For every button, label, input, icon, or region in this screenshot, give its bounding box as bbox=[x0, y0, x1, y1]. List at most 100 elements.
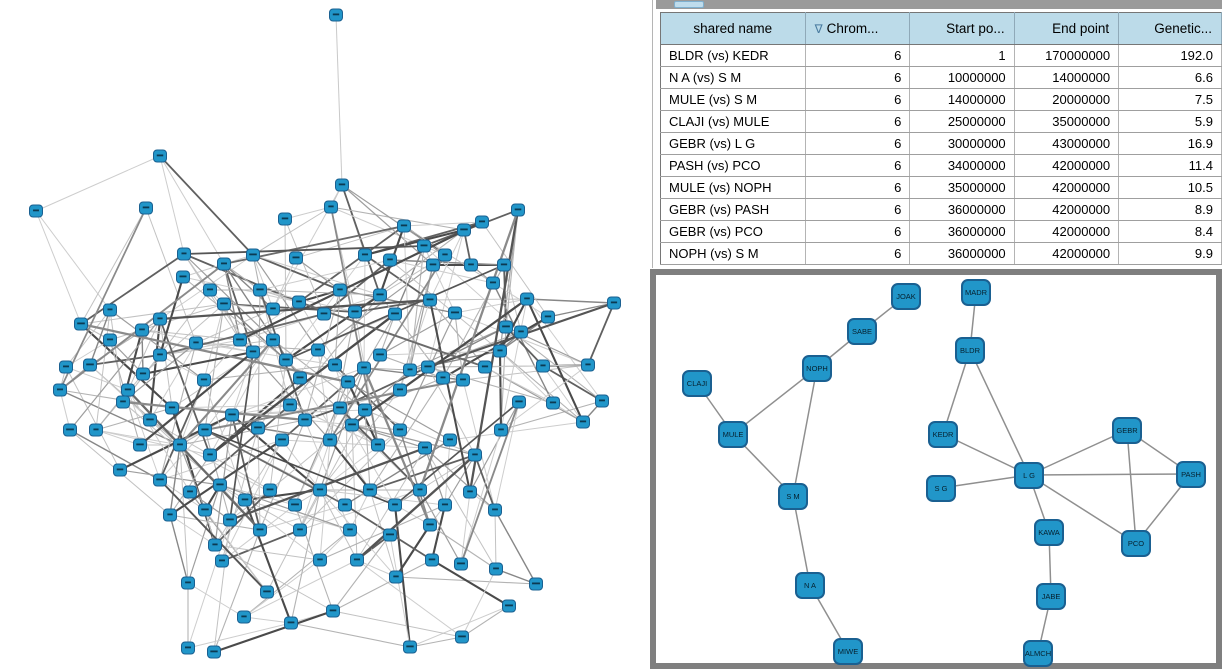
network-node-bldr[interactable]: BLDR bbox=[955, 337, 985, 364]
network-edge[interactable] bbox=[1028, 474, 1137, 544]
network-node[interactable] bbox=[198, 423, 212, 437]
network-node[interactable] bbox=[246, 345, 260, 359]
column-header-chrom-[interactable]: ∇ Chrom... bbox=[805, 12, 911, 45]
cell-genetic-value[interactable]: 7.5 bbox=[1118, 88, 1222, 111]
network-node-joak[interactable]: JOAK bbox=[891, 283, 921, 310]
network-node[interactable] bbox=[456, 373, 470, 387]
cell-genetic-value[interactable]: 10.5 bbox=[1118, 176, 1222, 199]
network-node[interactable] bbox=[198, 503, 212, 517]
network-node-n-a[interactable]: N A bbox=[795, 572, 825, 599]
network-node[interactable] bbox=[383, 253, 397, 267]
network-node[interactable] bbox=[83, 358, 97, 372]
cell-genetic-value[interactable]: 8.4 bbox=[1118, 220, 1222, 243]
table-row[interactable]: BLDR (vs) KEDR 6 1 170000000 192.0 bbox=[660, 44, 1222, 67]
network-node[interactable] bbox=[153, 348, 167, 362]
network-node[interactable] bbox=[514, 325, 528, 339]
network-node[interactable] bbox=[253, 523, 267, 537]
network-node[interactable] bbox=[163, 508, 177, 522]
network-node[interactable] bbox=[341, 375, 355, 389]
network-node[interactable] bbox=[348, 305, 362, 319]
network-node[interactable] bbox=[423, 518, 437, 532]
cell-genetic-value[interactable]: 192.0 bbox=[1118, 44, 1222, 67]
cell-end-point[interactable]: 42000000 bbox=[1014, 176, 1120, 199]
network-node[interactable] bbox=[464, 258, 478, 272]
network-node[interactable] bbox=[383, 528, 397, 542]
network-edge[interactable] bbox=[1126, 429, 1137, 544]
cell-shared-name[interactable]: GEBR (vs) PCO bbox=[660, 220, 806, 243]
cell-shared-name[interactable]: NOPH (vs) S M bbox=[660, 242, 806, 265]
network-node[interactable] bbox=[183, 485, 197, 499]
table-row[interactable]: GEBR (vs) L G 6 30000000 43000000 16.9 bbox=[660, 132, 1222, 155]
network-node[interactable] bbox=[135, 323, 149, 337]
network-node[interactable] bbox=[425, 553, 439, 567]
cell-chromosome[interactable]: 6 bbox=[805, 198, 911, 221]
cell-end-point[interactable]: 20000000 bbox=[1014, 88, 1120, 111]
network-node-kawa[interactable]: KAWA bbox=[1034, 519, 1064, 546]
network-node-l-g[interactable]: L G bbox=[1014, 462, 1044, 489]
network-node[interactable] bbox=[373, 348, 387, 362]
network-node[interactable] bbox=[499, 320, 513, 334]
network-node[interactable] bbox=[497, 258, 511, 272]
network-node[interactable] bbox=[189, 336, 203, 350]
network-node[interactable] bbox=[197, 373, 211, 387]
divider-handle-chip[interactable] bbox=[674, 1, 704, 8]
network-node[interactable] bbox=[502, 599, 516, 613]
cell-start-position[interactable]: 36000000 bbox=[909, 242, 1015, 265]
network-node[interactable] bbox=[358, 403, 372, 417]
network-node-pco[interactable]: PCO bbox=[1121, 530, 1151, 557]
network-node[interactable] bbox=[153, 473, 167, 487]
network-node[interactable] bbox=[388, 498, 402, 512]
network-node[interactable] bbox=[246, 248, 260, 262]
network-node[interactable] bbox=[217, 297, 231, 311]
column-header-end-point[interactable]: End point bbox=[1014, 12, 1120, 45]
network-node[interactable] bbox=[488, 503, 502, 517]
network-node[interactable] bbox=[494, 423, 508, 437]
network-node[interactable] bbox=[468, 448, 482, 462]
network-node[interactable] bbox=[486, 276, 500, 290]
network-node[interactable] bbox=[455, 630, 469, 644]
network-node[interactable] bbox=[203, 283, 217, 297]
network-node[interactable] bbox=[103, 303, 117, 317]
cell-chromosome[interactable]: 6 bbox=[805, 88, 911, 111]
network-node[interactable] bbox=[263, 483, 277, 497]
cell-genetic-value[interactable]: 6.6 bbox=[1118, 66, 1222, 89]
network-node[interactable] bbox=[343, 523, 357, 537]
network-node[interactable] bbox=[173, 438, 187, 452]
network-node[interactable] bbox=[311, 343, 325, 357]
table-row[interactable]: MULE (vs) S M 6 14000000 20000000 7.5 bbox=[660, 88, 1222, 111]
cell-shared-name[interactable]: GEBR (vs) PASH bbox=[660, 198, 806, 221]
cell-chromosome[interactable]: 6 bbox=[805, 44, 911, 67]
network-node[interactable] bbox=[607, 296, 621, 310]
network-node[interactable] bbox=[324, 200, 338, 214]
network-node[interactable] bbox=[576, 415, 590, 429]
network-edge[interactable] bbox=[1028, 473, 1192, 476]
network-node[interactable] bbox=[358, 248, 372, 262]
panel-divider-strip[interactable] bbox=[656, 0, 1222, 9]
network-node-pash[interactable]: PASH bbox=[1176, 461, 1206, 488]
network-node[interactable] bbox=[251, 421, 265, 435]
cell-genetic-value[interactable]: 11.4 bbox=[1118, 154, 1222, 177]
cell-genetic-value[interactable]: 5.9 bbox=[1118, 110, 1222, 133]
network-node[interactable] bbox=[357, 361, 371, 375]
network-node[interactable] bbox=[63, 423, 77, 437]
cell-genetic-value[interactable]: 9.9 bbox=[1118, 242, 1222, 265]
network-node-kedr[interactable]: KEDR bbox=[928, 421, 958, 448]
network-node[interactable] bbox=[388, 307, 402, 321]
network-node[interactable] bbox=[74, 317, 88, 331]
network-node[interactable] bbox=[581, 358, 595, 372]
cell-start-position[interactable]: 30000000 bbox=[909, 132, 1015, 155]
cell-start-position[interactable]: 1 bbox=[909, 44, 1015, 67]
network-node[interactable] bbox=[478, 360, 492, 374]
network-node[interactable] bbox=[541, 310, 555, 324]
network-node[interactable] bbox=[335, 178, 349, 192]
network-node[interactable] bbox=[165, 401, 179, 415]
network-node-claji[interactable]: CLAJI bbox=[682, 370, 712, 397]
network-node[interactable] bbox=[237, 610, 251, 624]
table-row[interactable]: NOPH (vs) S M 6 36000000 42000000 9.9 bbox=[660, 242, 1222, 265]
network-edge[interactable] bbox=[969, 349, 1030, 476]
network-edge[interactable] bbox=[792, 367, 818, 497]
network-node[interactable] bbox=[529, 577, 543, 591]
network-node-s-g[interactable]: S G bbox=[926, 475, 956, 502]
cell-start-position[interactable]: 25000000 bbox=[909, 110, 1015, 133]
network-edge[interactable] bbox=[942, 349, 971, 435]
